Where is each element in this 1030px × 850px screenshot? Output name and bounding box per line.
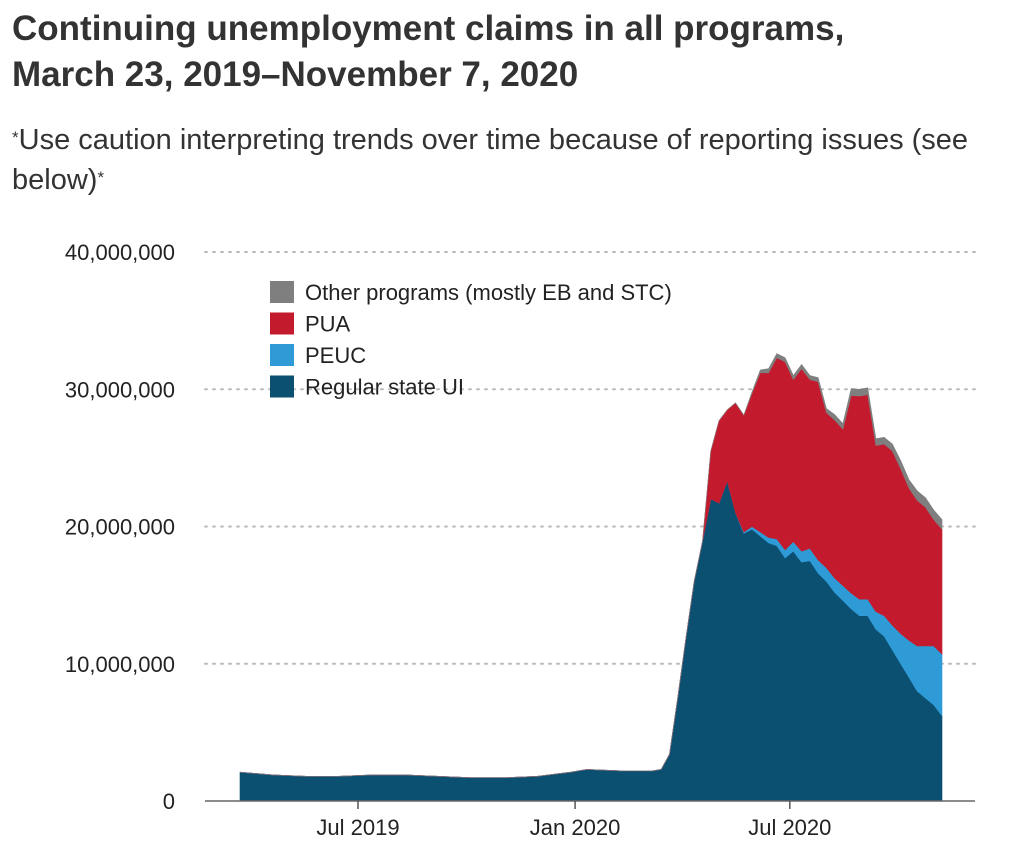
legend-label-other-programs: Other programs (mostly EB and STC)	[305, 280, 672, 305]
legend-label-peuc: PEUC	[305, 343, 366, 368]
subtitle-text: Use caution interpreting trends over tim…	[12, 124, 969, 196]
chart-subtitle: *Use caution interpreting trends over ti…	[12, 120, 1012, 200]
legend-swatch-regular-state-ui	[270, 375, 294, 398]
y-tick-label: 10,000,000	[65, 652, 175, 677]
x-tick-label: Jul 2019	[316, 815, 399, 840]
y-tick-label: 40,000,000	[65, 240, 175, 265]
subtitle-asterisk-prefix: *	[12, 128, 19, 147]
area-layer	[239, 353, 943, 802]
y-tick-label: 0	[163, 789, 175, 814]
x-tick-label: Jan 2020	[530, 815, 621, 840]
y-tick-label: 30,000,000	[65, 377, 175, 402]
chart-title: Continuing unemployment claims in all pr…	[12, 6, 1022, 98]
axis-layer: 0 10,000,000 20,000,000 30,000,000 40,000,00…	[65, 240, 975, 840]
y-tick-label: 20,000,000	[65, 515, 175, 540]
x-tick-label: Jul 2020	[748, 815, 831, 840]
legend-swatch-pua	[270, 312, 294, 335]
legend-label-pua: PUA	[305, 312, 351, 337]
legend-swatch-other-programs	[270, 281, 294, 303]
chart-title-line2: March 23, 2019–November 7, 2020	[12, 55, 579, 94]
subtitle-asterisk-suffix: *	[97, 168, 105, 187]
legend: Other programs (mostly EB and STC) PUA PEU…	[270, 280, 672, 400]
legend-swatch-peuc	[270, 344, 294, 366]
chart-title-line1: Continuing unemployment claims in all pr…	[12, 9, 845, 48]
legend-label-regular-state-ui: Regular state UI	[305, 375, 464, 400]
area-other-programs	[239, 353, 943, 778]
